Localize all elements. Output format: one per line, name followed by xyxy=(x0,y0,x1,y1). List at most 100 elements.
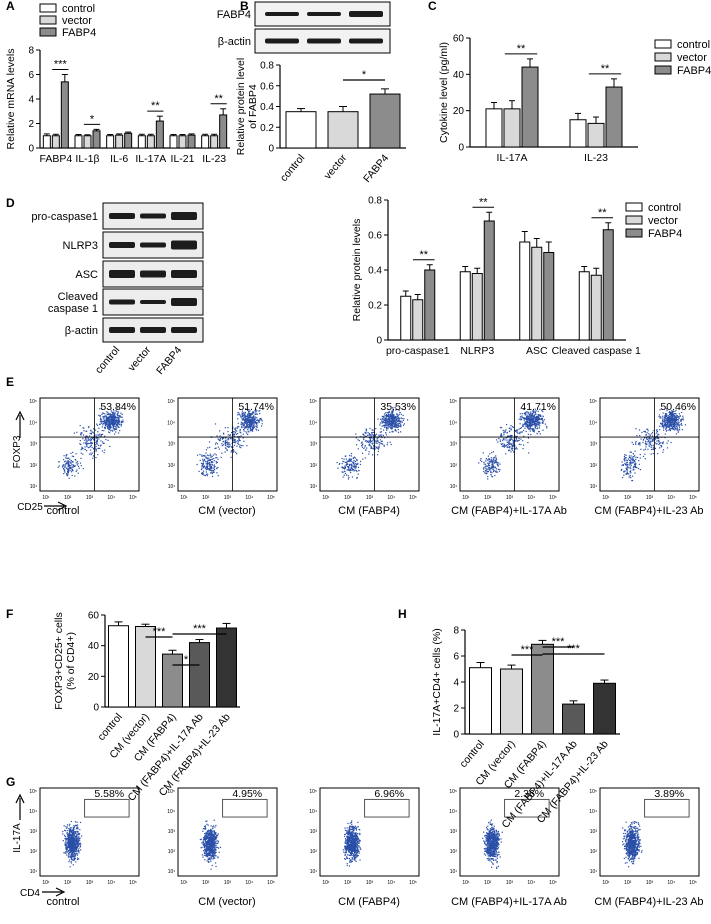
event-dot xyxy=(107,416,109,418)
event-dot xyxy=(72,470,74,472)
event-dot xyxy=(214,842,216,844)
event-dot xyxy=(67,837,70,839)
event-dot xyxy=(645,433,647,436)
event-dot xyxy=(234,431,236,433)
event-dot xyxy=(256,426,258,428)
significance-mark: ** xyxy=(517,43,526,55)
event-dot xyxy=(660,442,662,444)
event-dot xyxy=(519,416,522,418)
y-tick-label: 10¹ xyxy=(30,484,38,490)
event-dot xyxy=(397,420,399,423)
event-dot xyxy=(75,824,77,827)
event-dot xyxy=(356,458,358,461)
bar-FABP4-IL-17A xyxy=(155,120,164,149)
event-dot xyxy=(205,473,208,475)
event-dot xyxy=(204,853,207,855)
event-dot xyxy=(383,419,386,421)
event-dot xyxy=(211,468,213,470)
event-dot xyxy=(86,443,88,445)
x-tick-label: 10² xyxy=(202,495,210,501)
event-dot xyxy=(384,418,386,421)
event-dot xyxy=(630,470,632,472)
bar-FABP4-IL-23 xyxy=(219,114,228,149)
event-dot xyxy=(528,427,530,429)
event-dot xyxy=(250,420,252,422)
event-dot xyxy=(89,438,92,440)
event-dot xyxy=(355,437,357,439)
event-dot xyxy=(213,819,215,821)
event-dot xyxy=(249,420,251,422)
event-dot xyxy=(206,835,208,837)
event-dot xyxy=(105,438,107,441)
event-dot xyxy=(216,467,218,470)
event-dot xyxy=(209,851,211,853)
event-dot xyxy=(76,847,78,850)
event-dot xyxy=(74,852,76,855)
event-dot xyxy=(77,850,79,852)
event-dot xyxy=(370,435,372,437)
event-dot xyxy=(255,428,257,430)
event-dot xyxy=(224,427,226,429)
event-dot xyxy=(391,412,394,414)
event-dot xyxy=(251,417,253,419)
legend-swatch-FABP4 xyxy=(654,65,672,75)
event-dot xyxy=(221,444,224,447)
event-dot xyxy=(642,439,644,441)
y-tick-label: 0.8 xyxy=(260,61,274,72)
event-dot xyxy=(250,430,252,432)
x-tick-label: 10³ xyxy=(366,495,374,501)
event-dot xyxy=(235,440,237,443)
event-dot xyxy=(343,470,345,472)
event-dot xyxy=(80,465,82,467)
event-dot xyxy=(202,459,204,461)
bar-FABP4-IL-17A xyxy=(521,66,539,148)
event-dot xyxy=(363,438,365,440)
event-dot xyxy=(374,445,376,448)
event-dot xyxy=(69,842,71,845)
event-dot xyxy=(245,418,248,420)
y-tick-label: 10³ xyxy=(590,442,598,448)
event-dot xyxy=(205,848,207,850)
event-dot xyxy=(673,425,675,428)
event-dot xyxy=(217,438,219,440)
event-dot xyxy=(647,435,649,437)
event-dot xyxy=(216,435,218,437)
event-dot xyxy=(621,464,623,466)
event-dot xyxy=(261,420,263,422)
event-dot xyxy=(623,474,625,476)
event-dot xyxy=(356,459,358,462)
event-dot xyxy=(228,442,230,444)
event-dot xyxy=(70,850,72,852)
event-dot xyxy=(98,438,100,440)
event-dot xyxy=(204,833,206,835)
blot-band xyxy=(171,212,197,220)
event-dot xyxy=(76,821,78,823)
event-dot xyxy=(204,850,207,852)
x-tick-label: 10⁴ xyxy=(527,495,535,501)
event-dot xyxy=(248,412,250,414)
event-dot xyxy=(392,423,394,425)
event-dot xyxy=(349,470,351,472)
event-dot xyxy=(230,446,233,448)
event-dot xyxy=(76,843,78,846)
event-dot xyxy=(680,419,682,421)
event-dot xyxy=(79,840,81,842)
y-tick-label: 10⁵ xyxy=(29,399,37,405)
event-dot xyxy=(206,860,208,862)
event-dot xyxy=(206,845,208,847)
event-dot xyxy=(94,444,96,446)
event-dot xyxy=(626,462,628,464)
event-dot xyxy=(632,475,634,477)
event-dot xyxy=(507,441,509,443)
event-dot xyxy=(370,440,372,442)
event-dot xyxy=(68,853,70,856)
event-dot xyxy=(343,468,346,470)
event-dot xyxy=(237,422,239,424)
event-dot xyxy=(633,468,635,471)
event-dot xyxy=(515,429,517,432)
event-dot xyxy=(678,421,680,423)
event-dot xyxy=(236,445,238,447)
event-dot xyxy=(669,423,671,426)
x-tick-label: NLRP3 xyxy=(460,345,494,357)
event-dot xyxy=(634,460,636,463)
